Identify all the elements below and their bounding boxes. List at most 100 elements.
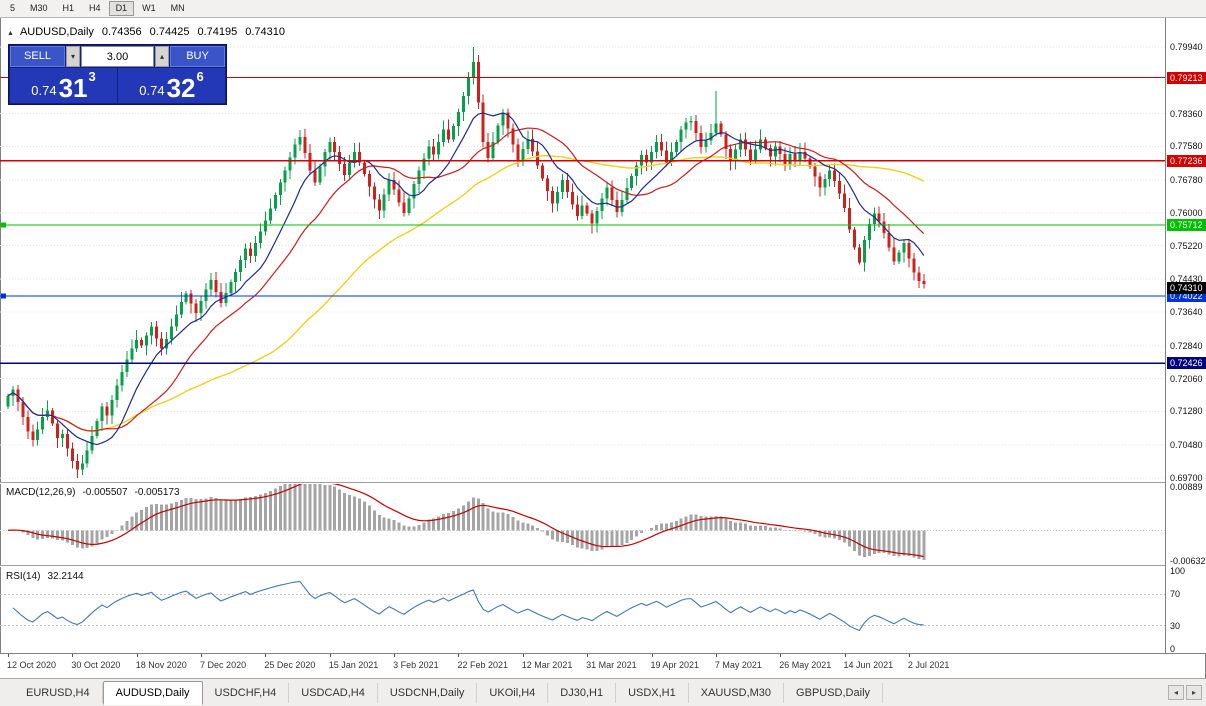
volume-stepper: ▾ ▴ bbox=[66, 46, 169, 67]
price-axis-tick: 0.75220 bbox=[1170, 240, 1203, 251]
date-tick bbox=[587, 654, 589, 657]
date-tick bbox=[458, 654, 460, 657]
timeframe-d1-button[interactable]: D1 bbox=[108, 1, 135, 16]
date-tick bbox=[715, 654, 717, 657]
tab-scroll-right-button[interactable]: ▸ bbox=[1186, 685, 1202, 700]
tab-usdcnh-daily[interactable]: USDCNH,Daily bbox=[378, 683, 478, 703]
macd-axis-min: -0.00632 bbox=[1170, 556, 1206, 566]
price-axis-tick: 0.76000 bbox=[1170, 207, 1203, 218]
tab-dj30-h1[interactable]: DJ30,H1 bbox=[548, 683, 617, 703]
main-chart-canvas[interactable] bbox=[0, 18, 1165, 482]
chart-tab-bar: EURUSD,H4 AUDUSD,Daily USDCHF,H4 USDCAD,H4 U… bbox=[0, 678, 1206, 706]
rsi-name: RSI(14) bbox=[6, 571, 41, 582]
timeframe-h4-button[interactable]: H4 bbox=[82, 1, 108, 16]
date-label: 31 Mar 2021 bbox=[586, 660, 637, 670]
rsi-panel-divider[interactable] bbox=[0, 565, 1206, 567]
tab-xauusd-m30[interactable]: XAUUSD,M30 bbox=[689, 683, 785, 703]
price-level-badge: 0.72426 bbox=[1167, 357, 1206, 370]
date-tick bbox=[8, 654, 9, 657]
date-tick bbox=[265, 654, 267, 657]
date-tick bbox=[780, 654, 782, 657]
sell-button[interactable]: SELL bbox=[10, 46, 65, 67]
date-label: 30 Oct 2020 bbox=[71, 660, 121, 670]
price-axis-tick: 0.77580 bbox=[1170, 141, 1203, 152]
date-tick bbox=[136, 654, 138, 657]
price-axis-tick: 0.73640 bbox=[1170, 307, 1203, 318]
timeframe-m30-button[interactable]: M30 bbox=[23, 1, 55, 16]
date-label: 7 Dec 2020 bbox=[200, 660, 247, 670]
date-label: 14 Jun 2021 bbox=[843, 660, 894, 670]
volume-increase-button[interactable]: ▴ bbox=[155, 46, 169, 67]
date-tick bbox=[72, 654, 74, 657]
tab-gbpusd-daily[interactable]: GBPUSD,Daily bbox=[784, 683, 884, 703]
sell-price-prefix: 0.74 bbox=[31, 83, 57, 98]
tab-audusd-daily[interactable]: AUDUSD,Daily bbox=[102, 681, 203, 705]
date-tick bbox=[522, 654, 524, 657]
ohlc-high: 0.74425 bbox=[149, 26, 190, 38]
rsi-value: 32.2144 bbox=[47, 571, 84, 582]
timeframe-mn-button[interactable]: MN bbox=[164, 1, 192, 16]
date-label: 7 May 2021 bbox=[714, 660, 762, 670]
rsi-canvas[interactable] bbox=[0, 567, 1165, 652]
price-axis-tick: 0.79940 bbox=[1170, 42, 1203, 52]
sell-price-main: 31 bbox=[58, 73, 88, 103]
price-axis-tick: 0.76780 bbox=[1170, 175, 1203, 185]
date-tick bbox=[651, 654, 653, 657]
one-click-trading-widget: SELL ▾ ▴ BUY 0.74 31 3 0.74 32 6 bbox=[8, 44, 227, 105]
macd-main-value: -0.005507 bbox=[82, 487, 128, 498]
date-label: 25 Dec 2020 bbox=[264, 660, 316, 670]
rsi-axis-tick: 30 bbox=[1170, 620, 1181, 631]
ohlc-open: 0.74356 bbox=[101, 26, 142, 38]
price-axis-tick: 0.70480 bbox=[1170, 440, 1203, 451]
price-axis[interactable]: 0.79940 0.78360 0.77580 0.76780 0.76000 0.752… bbox=[1165, 18, 1206, 654]
price-level-badge: 0.77236 bbox=[1167, 154, 1206, 167]
buy-price[interactable]: 0.74 32 6 bbox=[118, 68, 225, 103]
current-price-badge: 0.74310 bbox=[1167, 281, 1206, 294]
tab-scroll-left-button[interactable]: ◂ bbox=[1168, 685, 1184, 700]
date-axis[interactable]: 12 Oct 2020 30 Oct 2020 18 Nov 2020 7 Dec 2… bbox=[0, 654, 1165, 678]
buy-button[interactable]: BUY bbox=[170, 46, 225, 67]
macd-axis-max: 0.00889 bbox=[1170, 482, 1203, 492]
rsi-axis-tick: 70 bbox=[1170, 589, 1181, 600]
date-label: 12 Oct 2020 bbox=[7, 660, 57, 670]
date-axis-line bbox=[0, 653, 1206, 654]
ohlc-low: 0.74195 bbox=[197, 26, 238, 38]
price-axis-tick: 0.74430 bbox=[1170, 273, 1203, 284]
price-axis-tick: 0.78360 bbox=[1170, 108, 1203, 119]
tab-usdchf-h4[interactable]: USDCHF,H4 bbox=[203, 683, 290, 703]
tab-ukoil-h4[interactable]: UKOil,H4 bbox=[477, 683, 549, 703]
date-label: 18 Nov 2020 bbox=[135, 660, 187, 670]
tab-usdcad-h4[interactable]: USDCAD,H4 bbox=[289, 683, 378, 703]
date-label: 12 Mar 2021 bbox=[521, 660, 573, 670]
macd-label: MACD(12,26,9) -0.005507 -0.005173 bbox=[6, 487, 180, 498]
buy-price-main: 32 bbox=[166, 73, 196, 103]
timeframe-toolbar: 5 M30 H1 H4 D1 W1 MN bbox=[0, 0, 1206, 18]
price-axis-tick: 0.69700 bbox=[1170, 473, 1203, 483]
chart-shift-icon: ▲ bbox=[7, 30, 14, 37]
volume-decrease-button[interactable]: ▾ bbox=[66, 46, 80, 67]
rsi-axis-tick: 100 bbox=[1170, 566, 1186, 576]
macd-panel-divider[interactable] bbox=[0, 482, 1206, 484]
rsi-label: RSI(14) 32.2144 bbox=[6, 571, 84, 582]
date-tick bbox=[201, 654, 203, 657]
date-label: 26 May 2021 bbox=[779, 660, 832, 670]
price-axis-tick: 0.72840 bbox=[1170, 340, 1203, 351]
chart-symbol-label: AUDUSD,Daily bbox=[19, 26, 94, 38]
volume-input[interactable] bbox=[81, 46, 154, 67]
price-axis-tick: 0.72060 bbox=[1170, 373, 1203, 384]
sell-price-pip: 3 bbox=[88, 69, 96, 84]
rsi-axis-tick: 0 bbox=[1170, 644, 1176, 654]
macd-name: MACD(12,26,9) bbox=[6, 487, 76, 498]
tab-eurusd-h4[interactable]: EURUSD,H4 bbox=[14, 683, 103, 703]
sell-price[interactable]: 0.74 31 3 bbox=[10, 68, 117, 103]
tab-usdx-h1[interactable]: USDX,H1 bbox=[616, 683, 689, 703]
ohlc-close: 0.74310 bbox=[245, 26, 285, 38]
date-tick bbox=[844, 654, 846, 657]
date-label: 22 Feb 2021 bbox=[457, 660, 508, 670]
date-tick bbox=[394, 654, 396, 657]
timeframe-h1-button[interactable]: H1 bbox=[56, 1, 82, 16]
date-label: 2 Jul 2021 bbox=[907, 660, 950, 670]
macd-canvas[interactable] bbox=[0, 484, 1165, 564]
timeframe-w1-button[interactable]: W1 bbox=[135, 1, 163, 16]
timeframe-5-button[interactable]: 5 bbox=[3, 1, 22, 16]
